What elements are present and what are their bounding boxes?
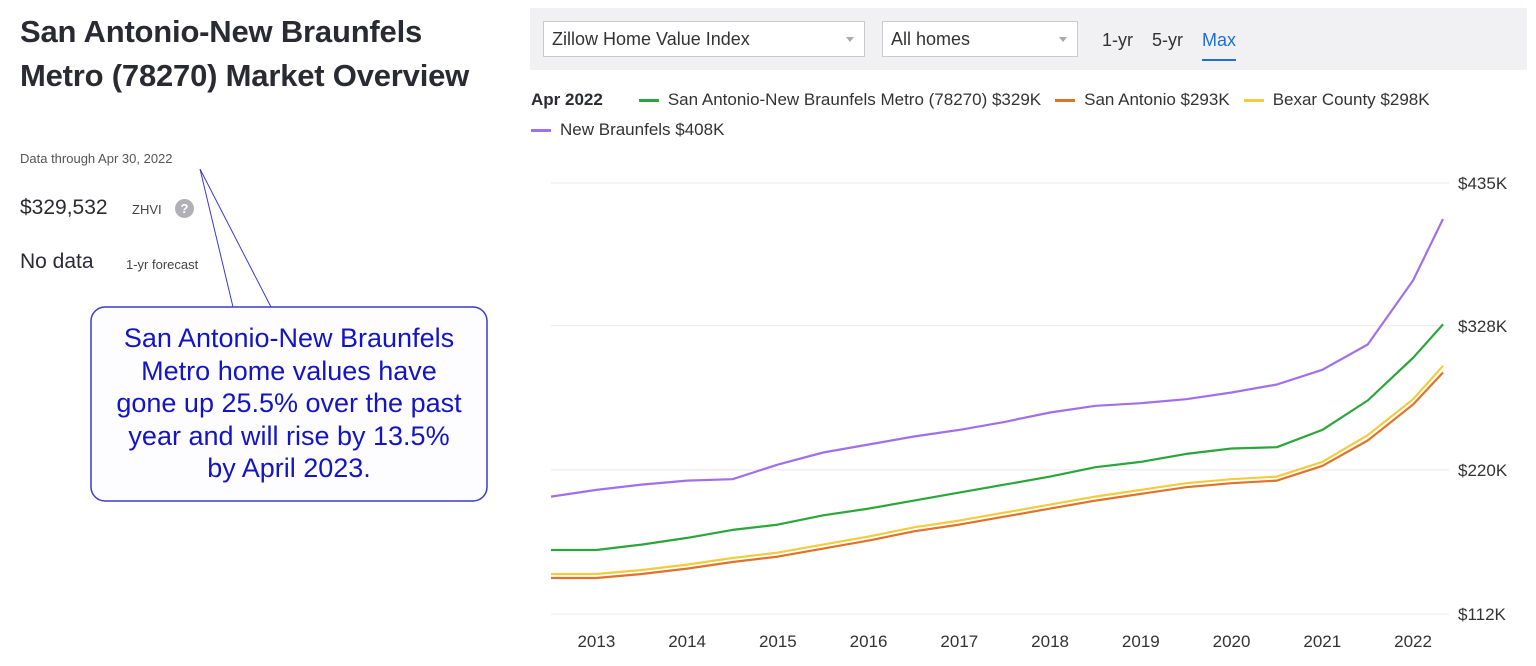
forecast-label: 1-yr forecast [126, 257, 199, 272]
callout-box [90, 306, 488, 502]
zhvi-label: ZHVI [132, 202, 162, 217]
callout-pointer [199, 168, 272, 308]
legend-entry: Bexar County $298K [1243, 90, 1430, 110]
legend-label: New Braunfels $408K [560, 120, 725, 139]
legend-entry: San Antonio $293K [1055, 90, 1230, 110]
x-tick-label: 2022 [1394, 632, 1432, 651]
metric-dropdown[interactable]: Zillow Home Value Index [543, 21, 865, 57]
x-tick-label: 2014 [668, 632, 706, 651]
x-tick-label: 2018 [1031, 632, 1069, 651]
callout-text: San Antonio-New Braunfels Metro home valu… [91, 322, 487, 485]
legend-swatch [1243, 98, 1264, 102]
legend-title: Apr 2022 [531, 90, 603, 109]
series-line [551, 323, 1444, 552]
x-tick-label: 2013 [577, 632, 615, 651]
x-tick-label: 2021 [1303, 632, 1341, 651]
legend-label: Bexar County $298K [1272, 90, 1430, 109]
home-type-dropdown[interactable]: All homes [882, 21, 1078, 57]
y-tick-label: $328K [1458, 317, 1508, 336]
series-line [551, 371, 1444, 580]
x-tick-label: 2017 [940, 632, 978, 651]
legend-swatch [638, 98, 659, 102]
callout-line: Metro home values have [141, 355, 437, 386]
x-tick-label: 2020 [1213, 632, 1251, 651]
x-tick-label: 2016 [850, 632, 888, 651]
callout-pointer [199, 168, 234, 308]
legend-swatch [531, 128, 551, 132]
range-tab[interactable]: 5-yr [1152, 30, 1183, 50]
legend-swatch [1055, 98, 1076, 102]
callout-line: gone up 25.5% over the past [116, 388, 462, 418]
series-line [550, 218, 1444, 498]
callout-line: by April 2023. [207, 453, 371, 483]
zhvi-value: $329,532 [20, 196, 108, 219]
x-tick-label: 2019 [1122, 632, 1160, 651]
legend-entry: San Antonio-New Braunfels Metro (78270) … [638, 90, 1042, 110]
range-tab[interactable]: 1-yr [1102, 30, 1133, 50]
range-tab[interactable]: Max [1202, 30, 1237, 61]
callout-line: San Antonio-New Braunfels [123, 323, 455, 353]
forecast-value: No data [20, 250, 94, 273]
y-tick-label: $112K [1458, 605, 1507, 624]
y-tick-label: $435K [1458, 174, 1508, 193]
y-tick-label: $220K [1458, 461, 1508, 480]
legend: Apr 2022 San Antonio-New Braunfels Metro… [531, 90, 1521, 140]
legend-entry: New Braunfels $408K [531, 120, 724, 140]
callout-line: year and will rise by 13.5% [128, 420, 450, 451]
x-tick-label: 2015 [759, 632, 797, 651]
help-icon[interactable]: ? [175, 199, 194, 218]
page-title: San Antonio-New Braunfels Metro (78270) … [20, 14, 470, 93]
legend-label: San Antonio $293K [1084, 90, 1230, 109]
data-through: Data through Apr 30, 2022 [20, 151, 173, 166]
series-line [551, 365, 1444, 576]
legend-label: San Antonio-New Braunfels Metro (78270) … [667, 90, 1042, 109]
